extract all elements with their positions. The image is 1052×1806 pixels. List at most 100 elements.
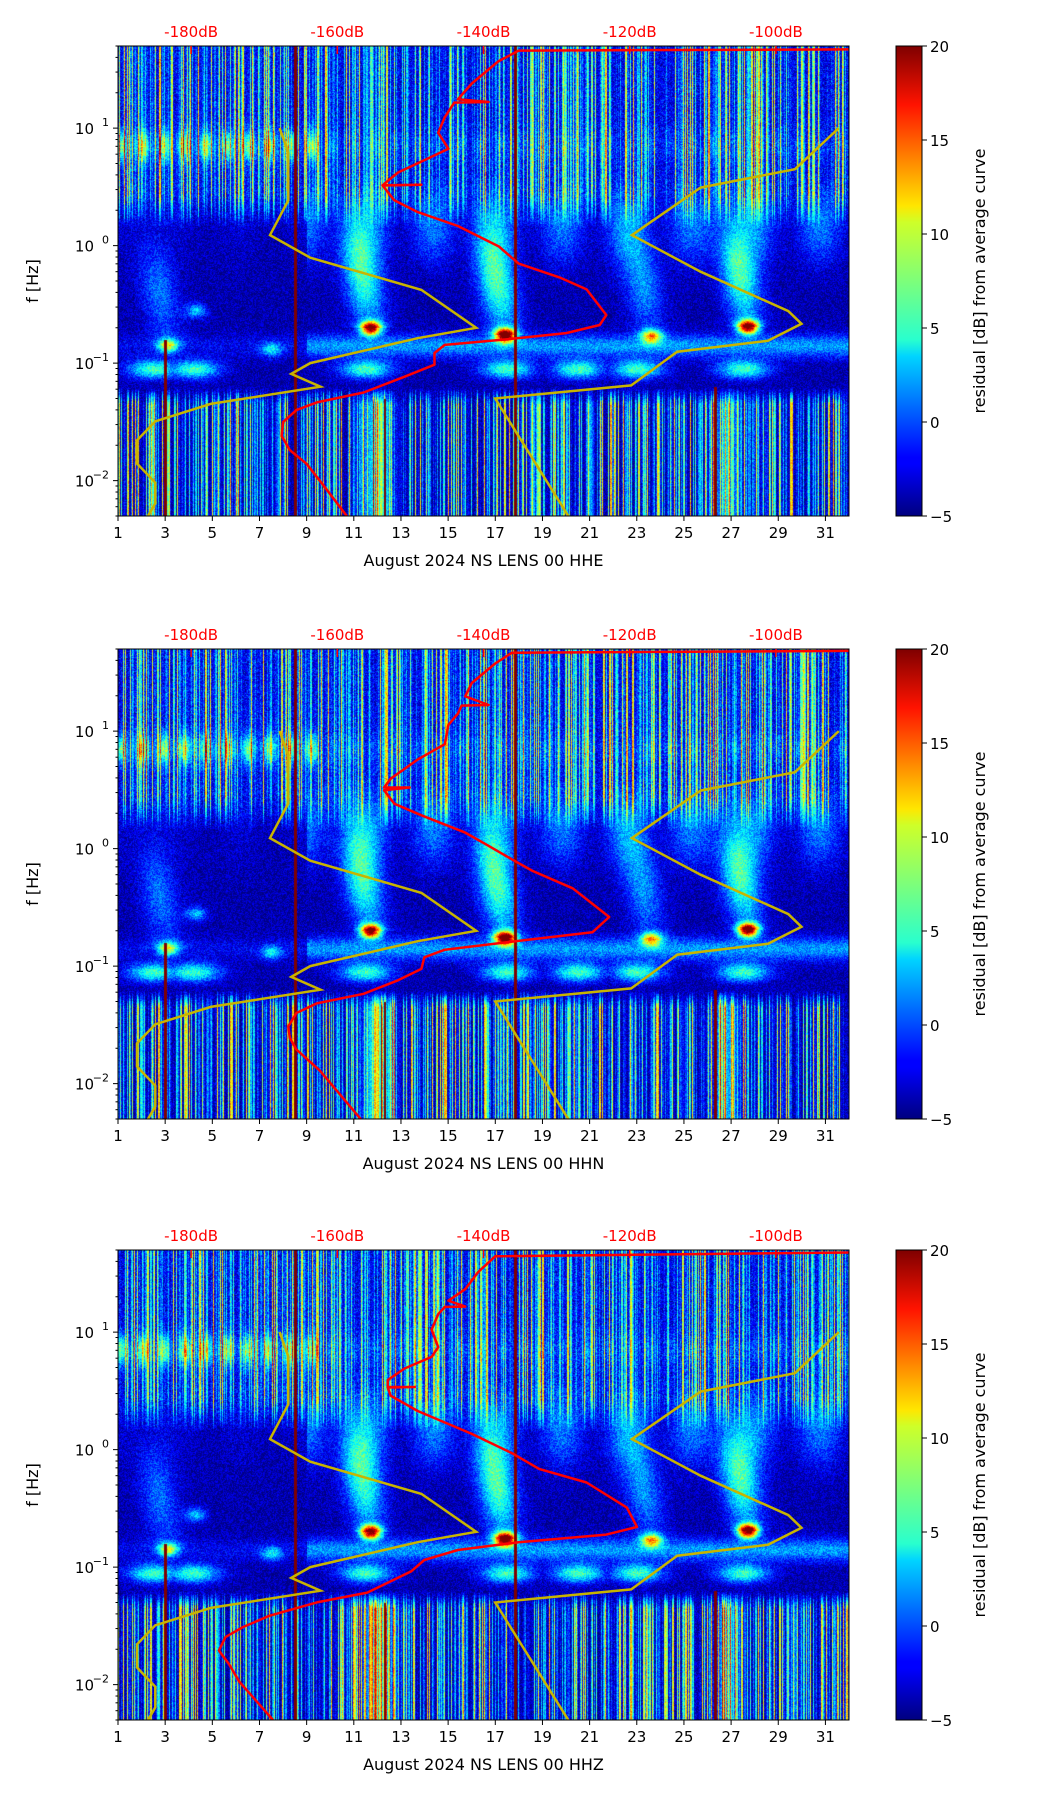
- nhnm-curve: [493, 1331, 840, 1720]
- colorbar-tick-label: 10: [930, 1430, 949, 1448]
- db-tick-label: -160dB: [310, 1227, 364, 1245]
- y-tick-exponent: −2: [93, 1673, 109, 1686]
- x-tick-label: 15: [439, 1127, 458, 1145]
- x-tick-label: 9: [302, 524, 312, 542]
- nlnm-curve: [135, 1331, 480, 1720]
- x-tick-label: 27: [722, 1728, 741, 1746]
- y-tick-exponent: −2: [93, 1072, 109, 1085]
- db-tick-label: -100dB: [749, 23, 803, 41]
- x-tick-label: 7: [255, 1728, 265, 1746]
- x-tick-label: 11: [344, 1127, 363, 1145]
- db-tick-label: -160dB: [310, 626, 364, 644]
- x-tick-label: 23: [627, 1728, 646, 1746]
- y-tick-base: 10: [75, 1324, 94, 1342]
- x-tick-label: 13: [391, 1728, 410, 1746]
- colorbar-title: residual [dB] from average curve: [970, 1353, 989, 1618]
- db-tick-label: -100dB: [749, 626, 803, 644]
- y-tick-label: 10: [75, 1324, 94, 1342]
- db-tick-label: -180dB: [164, 1227, 218, 1245]
- y-tick-base: 10: [75, 958, 94, 976]
- x-tick-label: 11: [344, 1728, 363, 1746]
- x-tick-label: 3: [160, 1127, 170, 1145]
- x-tick-label: 21: [580, 1728, 599, 1746]
- x-tick-label: 15: [439, 1728, 458, 1746]
- y-tick-base: 10: [75, 1677, 94, 1695]
- y-tick-exponent: −2: [93, 469, 109, 482]
- y-axis-title: f [Hz]: [23, 1463, 42, 1507]
- colorbar-tick-label: 5: [930, 320, 940, 338]
- colorbar-tick-label: 0: [930, 1618, 940, 1636]
- db-tick-label: -180dB: [164, 626, 218, 644]
- y-tick-base: 10: [75, 841, 94, 859]
- nlnm-curve: [135, 730, 480, 1119]
- average-curve: [280, 48, 849, 516]
- y-tick-base: 10: [75, 473, 94, 491]
- colorbar-tick-label: 0: [930, 414, 940, 432]
- x-tick-label: 5: [208, 1728, 218, 1746]
- y-axis-title: f [Hz]: [23, 862, 42, 906]
- x-tick-label: 19: [533, 1728, 552, 1746]
- y-tick-exponent: 0: [102, 1438, 109, 1451]
- y-tick-label: 10: [75, 1677, 94, 1695]
- x-tick-label: 13: [391, 524, 410, 542]
- colorbar-tick-label: −5: [930, 1712, 952, 1730]
- x-tick-label: 5: [208, 1127, 218, 1145]
- y-tick-label: 10: [75, 723, 94, 741]
- colorbar-tick-label: 5: [930, 1524, 940, 1542]
- y-tick-label: 10: [75, 120, 94, 138]
- spectrogram-hhz: [118, 1250, 849, 1720]
- y-tick-exponent: 1: [102, 1320, 109, 1333]
- colorbar-tick-label: −5: [930, 508, 952, 526]
- colorbar-tick-label: 15: [930, 735, 949, 753]
- db-tick-label: -100dB: [749, 1227, 803, 1245]
- y-tick-base: 10: [75, 723, 94, 741]
- x-tick-label: 7: [255, 524, 265, 542]
- y-tick-exponent: 1: [102, 719, 109, 732]
- colorbar-tick-label: 20: [930, 38, 949, 56]
- x-tick-label: 17: [486, 1728, 505, 1746]
- x-tick-label: 25: [674, 524, 693, 542]
- y-axis-title: f [Hz]: [23, 259, 42, 303]
- x-axis-title: August 2024 NS LENS 00 HHZ: [363, 1755, 604, 1774]
- y-tick-exponent: 0: [102, 234, 109, 247]
- colorbar-title: residual [dB] from average curve: [970, 149, 989, 414]
- y-tick-exponent: 0: [102, 837, 109, 850]
- x-tick-label: 5: [208, 524, 218, 542]
- db-tick-label: -120dB: [603, 626, 657, 644]
- y-tick-base: 10: [75, 238, 94, 256]
- y-tick-exponent: −1: [93, 1555, 109, 1568]
- nlnm-curve: [135, 127, 480, 516]
- colorbar-tick-label: 15: [930, 1336, 949, 1354]
- x-tick-label: 27: [722, 524, 741, 542]
- colorbar-tick-label: 20: [930, 1242, 949, 1260]
- db-tick-label: -120dB: [603, 23, 657, 41]
- colorbar-title: residual [dB] from average curve: [970, 752, 989, 1017]
- y-tick-base: 10: [75, 1559, 94, 1577]
- x-tick-label: 7: [255, 1127, 265, 1145]
- nhnm-curve: [493, 730, 840, 1119]
- y-tick-label: 10: [75, 958, 94, 976]
- x-tick-label: 27: [722, 1127, 741, 1145]
- x-tick-label: 21: [580, 524, 599, 542]
- y-tick-base: 10: [75, 355, 94, 373]
- x-tick-label: 3: [160, 524, 170, 542]
- y-tick-exponent: 1: [102, 116, 109, 129]
- x-tick-label: 23: [627, 1127, 646, 1145]
- x-tick-label: 21: [580, 1127, 599, 1145]
- x-tick-label: 17: [486, 1127, 505, 1145]
- colorbar-tick-label: 10: [930, 829, 949, 847]
- db-tick-label: -140dB: [457, 1227, 511, 1245]
- colorbar-tick-label: −5: [930, 1111, 952, 1129]
- x-tick-label: 9: [302, 1127, 312, 1145]
- plot-frame: [117, 1249, 850, 1721]
- db-tick-label: -180dB: [164, 23, 218, 41]
- colorbar-tick-label: 15: [930, 132, 949, 150]
- colorbar: [895, 648, 923, 1120]
- average-curve: [217, 1251, 849, 1720]
- db-tick-label: -140dB: [457, 23, 511, 41]
- x-axis-title: August 2024 NS LENS 00 HHE: [364, 551, 604, 570]
- x-tick-label: 1: [113, 1728, 123, 1746]
